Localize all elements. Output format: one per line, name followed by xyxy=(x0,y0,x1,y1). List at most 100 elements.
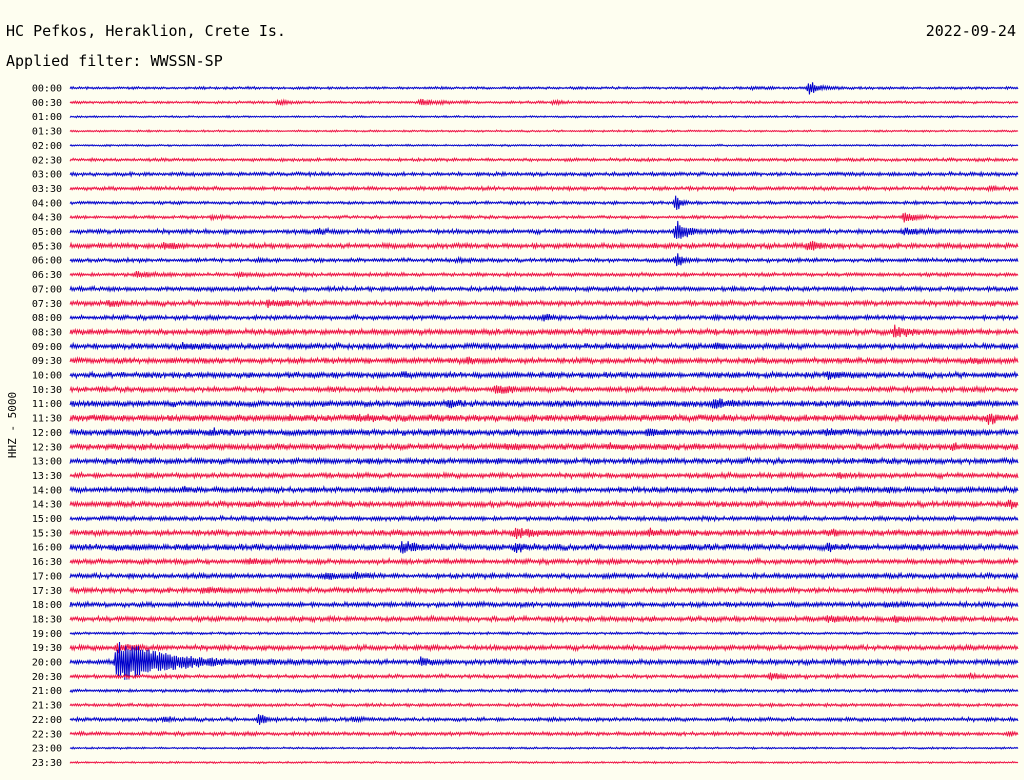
row-time-label: 08:00 xyxy=(32,313,62,324)
row-time-label: 09:30 xyxy=(32,356,62,367)
trace-0630 xyxy=(69,270,1019,279)
row-time-label: 16:30 xyxy=(32,557,62,568)
trace-0900 xyxy=(69,341,1019,352)
row-time-label: 01:30 xyxy=(32,127,62,138)
trace-1030 xyxy=(69,384,1019,394)
trace-1500 xyxy=(69,514,1019,523)
trace-1200 xyxy=(69,427,1019,438)
trace-0830 xyxy=(69,324,1019,338)
row-time-label: 19:00 xyxy=(32,629,62,640)
row-time-label: 12:30 xyxy=(32,442,62,453)
trace-2030 xyxy=(69,671,1019,681)
row-time-label: 13:00 xyxy=(32,457,62,468)
row-time-label: 06:00 xyxy=(32,256,62,267)
trace-rows: 00:00 00:30 01:00 01:30 02:00 02:30 03:00 03:30… xyxy=(32,82,1019,769)
row-time-label: 22:30 xyxy=(32,729,62,740)
trace-0930 xyxy=(69,355,1019,366)
row-time-label: 05:00 xyxy=(32,227,62,238)
trace-0800 xyxy=(69,313,1019,322)
plot-date: 2022-09-24 xyxy=(926,22,1016,40)
trace-0400 xyxy=(69,195,1019,210)
row-time-label: 18:00 xyxy=(32,600,62,611)
row-time-label: 07:30 xyxy=(32,299,62,310)
row-time-label: 19:30 xyxy=(32,643,62,654)
row-time-label: 22:00 xyxy=(32,715,62,726)
trace-0430 xyxy=(69,212,1019,223)
row-time-label: 03:00 xyxy=(32,170,62,181)
row-time-label: 08:30 xyxy=(32,327,62,338)
row-time-label: 02:00 xyxy=(32,141,62,152)
row-time-label: 11:30 xyxy=(32,414,62,425)
trace-1430 xyxy=(69,499,1019,510)
trace-2000 xyxy=(69,642,1019,680)
trace-1700 xyxy=(69,571,1019,581)
row-time-label: 10:00 xyxy=(32,371,62,382)
row-time-label: 15:00 xyxy=(32,514,62,525)
row-time-label: 03:30 xyxy=(32,184,62,195)
row-time-label: 21:30 xyxy=(32,701,62,712)
trace-1600 xyxy=(69,541,1019,554)
row-time-label: 20:30 xyxy=(32,672,62,683)
trace-1130 xyxy=(69,413,1019,425)
channel-label: HHZ - 5000 xyxy=(6,392,19,458)
trace-1230 xyxy=(69,442,1019,452)
trace-0100 xyxy=(69,114,1019,119)
trace-0530 xyxy=(69,240,1019,251)
row-time-label: 18:30 xyxy=(32,614,62,625)
row-time-label: 17:00 xyxy=(32,571,62,582)
trace-2330 xyxy=(69,760,1019,765)
trace-0700 xyxy=(69,284,1019,294)
trace-0000 xyxy=(69,82,1019,95)
trace-2130 xyxy=(69,701,1019,709)
row-time-label: 09:00 xyxy=(32,342,62,353)
trace-0230 xyxy=(69,156,1019,164)
trace-2230 xyxy=(69,730,1019,738)
row-time-label: 17:30 xyxy=(32,586,62,597)
row-time-label: 20:00 xyxy=(32,658,62,669)
row-time-label: 00:00 xyxy=(32,84,62,95)
trace-1800 xyxy=(69,599,1019,610)
row-time-label: 14:00 xyxy=(32,485,62,496)
row-time-label: 14:30 xyxy=(32,500,62,511)
trace-1330 xyxy=(69,470,1019,481)
row-time-label: 21:00 xyxy=(32,686,62,697)
row-time-label: 00:30 xyxy=(32,98,62,109)
trace-0300 xyxy=(69,170,1019,178)
trace-1000 xyxy=(69,370,1019,380)
trace-0330 xyxy=(69,184,1019,193)
trace-0500 xyxy=(69,220,1019,239)
station-title: HC Pefkos, Heraklion, Crete Is. xyxy=(6,22,286,40)
row-time-label: 04:30 xyxy=(32,213,62,224)
row-time-label: 13:30 xyxy=(32,471,62,482)
row-time-label: 07:00 xyxy=(32,284,62,295)
trace-1530 xyxy=(69,527,1019,540)
row-time-label: 04:00 xyxy=(32,198,62,209)
row-time-label: 11:00 xyxy=(32,399,62,410)
trace-1730 xyxy=(69,585,1019,595)
row-time-label: 23:30 xyxy=(32,758,62,769)
row-time-label: 16:00 xyxy=(32,543,62,554)
trace-2100 xyxy=(69,687,1019,694)
row-time-label: 02:30 xyxy=(32,155,62,166)
trace-1900 xyxy=(69,630,1019,636)
row-time-label: 10:30 xyxy=(32,385,62,396)
row-time-label: 15:30 xyxy=(32,528,62,539)
row-time-label: 12:00 xyxy=(32,428,62,439)
row-time-label: 23:00 xyxy=(32,744,62,755)
row-time-label: 01:00 xyxy=(32,112,62,123)
trace-0130 xyxy=(69,129,1019,133)
trace-0030 xyxy=(69,98,1019,107)
row-time-label: 05:30 xyxy=(32,241,62,252)
trace-1830 xyxy=(69,614,1019,624)
trace-0730 xyxy=(69,298,1019,308)
trace-0200 xyxy=(69,143,1019,148)
trace-1300 xyxy=(69,456,1019,466)
row-time-label: 06:30 xyxy=(32,270,62,281)
trace-2300 xyxy=(69,746,1019,751)
trace-1400 xyxy=(69,485,1019,495)
trace-0600 xyxy=(69,253,1019,267)
trace-2200 xyxy=(69,714,1019,725)
trace-1100 xyxy=(69,398,1019,409)
trace-1930 xyxy=(69,643,1019,654)
